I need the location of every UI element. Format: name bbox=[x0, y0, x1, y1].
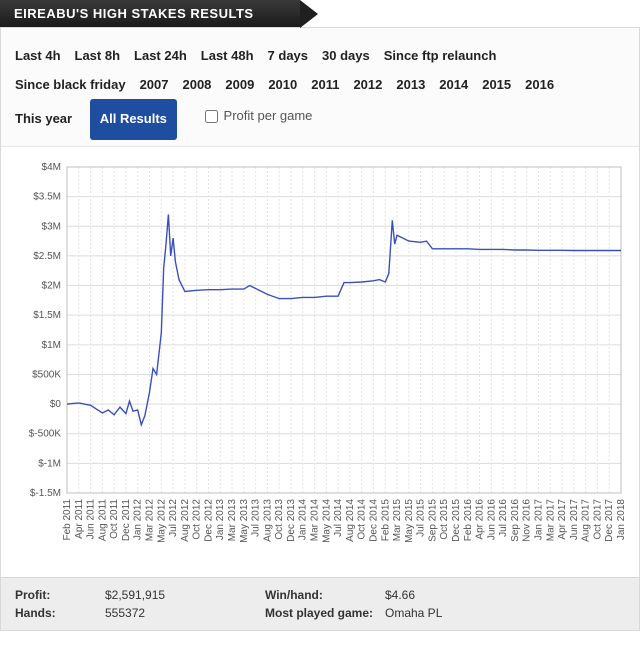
profit-per-game-label: Profit per game bbox=[224, 102, 313, 131]
svg-text:Apr 2016: Apr 2016 bbox=[475, 498, 486, 539]
svg-text:Dec 2015: Dec 2015 bbox=[451, 498, 462, 541]
filter-range-2[interactable]: Last 24h bbox=[134, 42, 187, 71]
winhand-value: $4.66 bbox=[385, 588, 625, 602]
svg-text:Dec 2013: Dec 2013 bbox=[286, 498, 297, 541]
svg-text:Aug 2013: Aug 2013 bbox=[262, 498, 273, 541]
filter-year-0[interactable]: Since black friday bbox=[15, 71, 126, 100]
svg-text:Oct 2012: Oct 2012 bbox=[192, 498, 203, 539]
svg-text:Aug 2014: Aug 2014 bbox=[345, 498, 356, 541]
filter-year-8[interactable]: 2014 bbox=[439, 71, 468, 100]
mpg-value: Omaha PL bbox=[385, 606, 625, 620]
svg-text:Mar 2012: Mar 2012 bbox=[145, 498, 156, 541]
svg-text:Dec 2011: Dec 2011 bbox=[121, 498, 132, 541]
svg-text:Sep 2016: Sep 2016 bbox=[510, 498, 521, 541]
section-title: EIREABU'S HIGH STAKES RESULTS bbox=[14, 6, 254, 21]
section-header: EIREABU'S HIGH STAKES RESULTS bbox=[0, 0, 300, 27]
profit-label: Profit: bbox=[15, 588, 105, 602]
svg-text:$3.5M: $3.5M bbox=[33, 191, 61, 202]
svg-text:May 2014: May 2014 bbox=[321, 498, 332, 542]
svg-text:Jul 2015: Jul 2015 bbox=[416, 498, 427, 536]
svg-text:Mar 2017: Mar 2017 bbox=[545, 498, 556, 541]
filter-range-0[interactable]: Last 4h bbox=[15, 42, 61, 71]
svg-text:Jul 2014: Jul 2014 bbox=[333, 498, 344, 536]
svg-text:Jul 2016: Jul 2016 bbox=[498, 498, 509, 536]
svg-text:Aug 2017: Aug 2017 bbox=[581, 498, 592, 541]
svg-text:Apr 2017: Apr 2017 bbox=[557, 498, 568, 539]
filter-year-4[interactable]: 2010 bbox=[268, 71, 297, 100]
svg-text:$-1M: $-1M bbox=[38, 458, 61, 469]
svg-text:$2M: $2M bbox=[42, 280, 61, 291]
svg-text:Jan 2013: Jan 2013 bbox=[215, 498, 226, 540]
filter-year-1[interactable]: 2007 bbox=[140, 71, 169, 100]
svg-text:Feb 2016: Feb 2016 bbox=[463, 498, 474, 541]
svg-text:May 2013: May 2013 bbox=[239, 498, 250, 542]
filter-range-4[interactable]: 7 days bbox=[268, 42, 308, 71]
svg-text:$500K: $500K bbox=[32, 369, 61, 380]
svg-text:Mar 2015: Mar 2015 bbox=[392, 498, 403, 541]
summary-stats: Profit: $2,591,915 Win/hand: $4.66 Hands… bbox=[1, 577, 639, 630]
results-chart: $4M $3.5M $3M $2.5M $2M $1.5M $1M $500K $0 $-500K… bbox=[1, 147, 639, 577]
filter-this-year[interactable]: This year bbox=[15, 105, 72, 134]
svg-text:Jan 2014: Jan 2014 bbox=[298, 498, 309, 540]
svg-text:Aug 2011: Aug 2011 bbox=[97, 498, 108, 541]
chart-svg: $4M $3.5M $3M $2.5M $2M $1.5M $1M $500K $0 $-500K… bbox=[5, 155, 629, 575]
svg-text:$2.5M: $2.5M bbox=[33, 251, 61, 262]
filter-range-5[interactable]: 30 days bbox=[322, 42, 370, 71]
svg-text:Sep 2015: Sep 2015 bbox=[427, 498, 438, 541]
svg-text:May 2012: May 2012 bbox=[156, 498, 167, 542]
svg-text:Mar 2014: Mar 2014 bbox=[310, 498, 321, 541]
svg-text:$4M: $4M bbox=[42, 162, 61, 173]
svg-text:Dec 2017: Dec 2017 bbox=[604, 498, 615, 541]
svg-text:Aug 2012: Aug 2012 bbox=[180, 498, 191, 541]
winhand-label: Win/hand: bbox=[265, 588, 385, 602]
svg-text:$-500K: $-500K bbox=[29, 429, 62, 440]
svg-text:Feb 2011: Feb 2011 bbox=[62, 498, 73, 540]
filter-year-2[interactable]: 2008 bbox=[182, 71, 211, 100]
profit-per-game-checkbox[interactable] bbox=[205, 110, 218, 123]
hands-value: 555372 bbox=[105, 606, 265, 620]
svg-text:Mar 2013: Mar 2013 bbox=[227, 498, 238, 541]
filter-year-6[interactable]: 2012 bbox=[353, 71, 382, 100]
mpg-label: Most played game: bbox=[265, 606, 385, 620]
svg-text:Jun 2017: Jun 2017 bbox=[569, 498, 580, 540]
results-panel: Last 4h Last 8h Last 24h Last 48h 7 days 30 d… bbox=[0, 27, 640, 631]
filter-year-5[interactable]: 2011 bbox=[311, 71, 339, 100]
svg-text:Oct 2011: Oct 2011 bbox=[109, 498, 120, 538]
svg-text:Dec 2012: Dec 2012 bbox=[203, 498, 214, 541]
svg-text:Jun 2011: Jun 2011 bbox=[86, 498, 97, 539]
svg-text:Jul 2013: Jul 2013 bbox=[251, 498, 262, 536]
filter-all-results[interactable]: All Results bbox=[90, 99, 177, 140]
svg-text:$1M: $1M bbox=[42, 340, 61, 351]
filter-range-6[interactable]: Since ftp relaunch bbox=[384, 42, 497, 71]
svg-text:Jan 2012: Jan 2012 bbox=[133, 498, 144, 540]
svg-text:Nov 2016: Nov 2016 bbox=[522, 498, 533, 541]
svg-text:$-1.5M: $-1.5M bbox=[30, 488, 61, 499]
hands-label: Hands: bbox=[15, 606, 105, 620]
filter-year-9[interactable]: 2015 bbox=[482, 71, 511, 100]
svg-text:$0: $0 bbox=[50, 399, 62, 410]
svg-text:Apr 2011: Apr 2011 bbox=[74, 498, 85, 538]
svg-text:Jul 2012: Jul 2012 bbox=[168, 498, 179, 536]
svg-text:$3M: $3M bbox=[42, 221, 61, 232]
svg-text:Oct 2014: Oct 2014 bbox=[357, 498, 368, 539]
filter-year-3[interactable]: 2009 bbox=[225, 71, 254, 100]
svg-text:Feb 2015: Feb 2015 bbox=[380, 498, 391, 541]
svg-text:Oct 2015: Oct 2015 bbox=[439, 498, 450, 539]
filter-range-3[interactable]: Last 48h bbox=[201, 42, 254, 71]
svg-text:May 2015: May 2015 bbox=[404, 498, 415, 542]
svg-text:Jan 2017: Jan 2017 bbox=[533, 498, 544, 540]
filter-range-1[interactable]: Last 8h bbox=[75, 42, 121, 71]
svg-text:Oct 2017: Oct 2017 bbox=[592, 498, 603, 539]
profit-per-game-toggle[interactable]: Profit per game bbox=[205, 102, 313, 131]
svg-text:Dec 2014: Dec 2014 bbox=[368, 498, 379, 541]
filter-year-10[interactable]: 2016 bbox=[525, 71, 554, 100]
svg-text:Jan 2018: Jan 2018 bbox=[616, 498, 627, 540]
filter-year-7[interactable]: 2013 bbox=[396, 71, 425, 100]
filter-bar: Last 4h Last 8h Last 24h Last 48h 7 days 30 d… bbox=[1, 28, 639, 147]
profit-value: $2,591,915 bbox=[105, 588, 265, 602]
svg-text:Oct 2013: Oct 2013 bbox=[274, 498, 285, 539]
svg-text:$1.5M: $1.5M bbox=[33, 310, 61, 321]
svg-text:Jun 2016: Jun 2016 bbox=[486, 498, 497, 540]
